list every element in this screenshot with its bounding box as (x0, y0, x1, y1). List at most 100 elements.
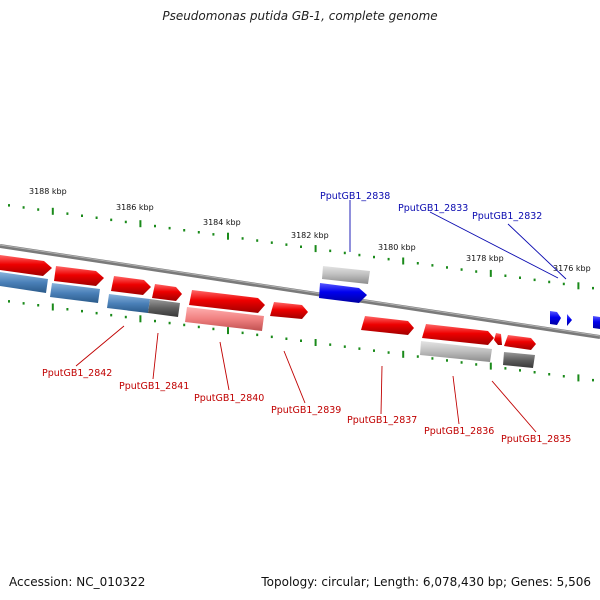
gene-arrow[interactable] (361, 316, 414, 335)
minor-tick (81, 214, 83, 217)
minor-tick (329, 249, 332, 253)
minor-tick (37, 304, 40, 307)
minor-tick (446, 359, 448, 362)
lower-scale-ticks (8, 300, 594, 382)
minor-tick (592, 286, 594, 290)
minor-tick (168, 226, 171, 230)
major-tick (577, 374, 580, 382)
minor-tick (110, 313, 113, 317)
minor-tick (95, 311, 98, 315)
gene-track-reverse (319, 283, 600, 329)
minor-tick (475, 270, 478, 273)
gene-arrow[interactable] (189, 290, 265, 313)
minor-tick (66, 308, 69, 311)
minor-tick (504, 274, 507, 277)
gene-label[interactable]: PputGB1_2833 (398, 203, 468, 214)
gene-block[interactable] (148, 299, 180, 317)
genome-backbone (0, 244, 600, 339)
minor-tick (358, 347, 361, 350)
minor-tick (256, 333, 259, 337)
minor-tick (256, 239, 259, 242)
gene-label[interactable]: PputGB1_2839 (271, 405, 341, 416)
gene-label[interactable]: PputGB1_2838 (320, 191, 390, 202)
gene-arrow[interactable] (270, 302, 308, 319)
gene-label[interactable]: PputGB1_2832 (472, 211, 542, 222)
scale-label: 3182 kbp (291, 231, 329, 240)
minor-tick (197, 231, 200, 234)
gene-block[interactable] (420, 341, 492, 362)
gene-label[interactable]: PputGB1_2837 (347, 415, 417, 426)
gene-label[interactable]: PputGB1_2842 (42, 368, 112, 379)
minor-tick (431, 264, 434, 267)
major-tick (314, 339, 317, 346)
minor-tick (300, 339, 302, 342)
gene-block[interactable] (503, 352, 535, 368)
minor-tick (343, 345, 346, 348)
gene-block[interactable] (107, 294, 150, 313)
upper-scale-ticks (8, 204, 594, 290)
gene-block[interactable] (0, 272, 48, 293)
minor-tick (562, 282, 565, 286)
gene-arrow[interactable] (494, 333, 502, 345)
gene-label[interactable]: PputGB1_2841 (119, 381, 189, 392)
minor-tick (110, 218, 113, 222)
gene-track-inner (0, 266, 535, 368)
minor-tick (168, 321, 171, 325)
minor-tick (548, 373, 551, 376)
gene-label[interactable]: PputGB1_2840 (194, 393, 264, 404)
scale-label: 3180 kbp (378, 243, 416, 252)
minor-tick (387, 351, 390, 354)
minor-tick (373, 349, 375, 352)
major-tick (489, 269, 492, 277)
scale-label: 3184 kbp (203, 218, 241, 227)
gene-block[interactable] (322, 266, 370, 284)
gene-track-outer (0, 255, 536, 350)
major-tick (51, 303, 54, 311)
gene-arrow[interactable] (422, 324, 494, 345)
minor-tick (358, 253, 361, 257)
major-tick (227, 327, 229, 335)
minor-tick (548, 280, 551, 284)
minor-tick (124, 220, 127, 224)
gene-arrow[interactable] (567, 314, 572, 326)
minor-tick (154, 224, 156, 228)
scale-label: 3186 kbp (116, 203, 154, 212)
leader-lines (75, 200, 567, 433)
minor-tick (183, 229, 186, 232)
minor-tick (416, 262, 419, 265)
minor-tick (22, 206, 25, 209)
gene-arrow[interactable] (550, 311, 561, 325)
major-tick (227, 232, 229, 240)
gene-arrow[interactable] (319, 283, 367, 303)
minor-tick (592, 378, 594, 382)
minor-tick (183, 323, 186, 327)
gene-arrow[interactable] (111, 276, 151, 295)
minor-tick (431, 357, 434, 360)
minor-tick (95, 216, 98, 219)
minor-tick (81, 309, 83, 313)
gene-label[interactable]: PputGB1_2836 (424, 426, 494, 437)
gene-block[interactable] (50, 283, 100, 303)
gene-arrow[interactable] (0, 255, 52, 276)
minor-tick (300, 245, 302, 248)
accession-text: Accession: NC_010322 (9, 575, 146, 589)
gene-arrow[interactable] (593, 316, 600, 329)
gene-block[interactable] (185, 307, 264, 331)
minor-tick (373, 255, 375, 259)
map-title: Pseudomonas putida GB-1, complete genome (162, 9, 438, 23)
major-tick (139, 220, 142, 228)
minor-tick (446, 266, 448, 269)
minor-tick (241, 237, 244, 240)
minor-tick (241, 331, 244, 335)
gene-arrow[interactable] (152, 284, 182, 301)
minor-tick (212, 233, 215, 236)
gene-arrow[interactable] (504, 335, 536, 350)
minor-tick (519, 276, 521, 279)
minor-tick (154, 319, 156, 323)
gene-label[interactable]: PputGB1_2835 (501, 434, 571, 445)
major-tick (489, 362, 492, 370)
gene-arrow[interactable] (54, 266, 104, 286)
minor-tick (212, 327, 215, 331)
major-tick (314, 245, 317, 253)
genome-summary-text: Topology: circular; Length: 6,078,430 bp… (261, 575, 591, 589)
